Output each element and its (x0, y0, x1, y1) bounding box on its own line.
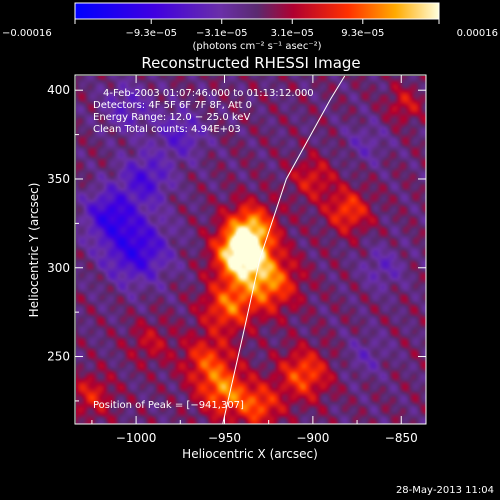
axes: −1000 −950 −900 −850 250 300 350 400 (47, 75, 426, 445)
chart-title: Reconstructed RHESSI Image (141, 54, 360, 72)
y-tick-label: 350 (47, 172, 70, 186)
solar-limb-line (222, 75, 346, 424)
colorbar-tick-label: 3.1e−05 (271, 28, 314, 39)
x-tick-label: −950 (208, 431, 241, 445)
colorbar-tick-label: −3.1e−05 (196, 28, 248, 39)
colorbar-tick-label: 0.00016 (457, 28, 498, 39)
colorbar-tick-label: 9.3e−05 (341, 28, 384, 39)
y-tick-label: 250 (47, 350, 70, 364)
annotation-method: Clean Total counts: 4.94E+03 (93, 124, 241, 135)
colorbar-ticks: −0.00016 −9.3e−05 −3.1e−05 3.1e−05 9.3e−05 0.… (2, 19, 498, 39)
annotation-peak: Position of Peak = [−941,307] (93, 400, 244, 411)
colorbar-unit-label: (photons cm⁻² s⁻¹ asec⁻²) (192, 41, 321, 52)
colorbar-tick-label: −0.00016 (2, 28, 52, 39)
plot-frame (74, 74, 427, 425)
x-tick-label: −1000 (116, 431, 157, 445)
y-axis-label: Heliocentric Y (arcsec) (27, 183, 41, 318)
annotation-time-range: 4‑Feb‑2003 01:07:46.000 to 01:13:12.000 (103, 88, 314, 99)
annotation-energy: Energy Range: 12.0 − 25.0 keV (93, 112, 250, 123)
colorbar-tick-label: −9.3e−05 (125, 28, 177, 39)
x-tick-label: −900 (296, 431, 329, 445)
footer-date: 28‑May‑2013 11:04 (395, 485, 494, 496)
heatmap-image (76, 76, 426, 424)
x-axis-label: Heliocentric X (arcsec) (182, 447, 318, 461)
x-tick-label: −850 (385, 431, 418, 445)
annotation-detectors: Detectors: 4F 5F 6F 7F 8F, Att 0 (93, 100, 252, 111)
colorbar (74, 2, 440, 20)
y-tick-label: 400 (47, 83, 70, 97)
y-tick-label: 300 (47, 261, 70, 275)
